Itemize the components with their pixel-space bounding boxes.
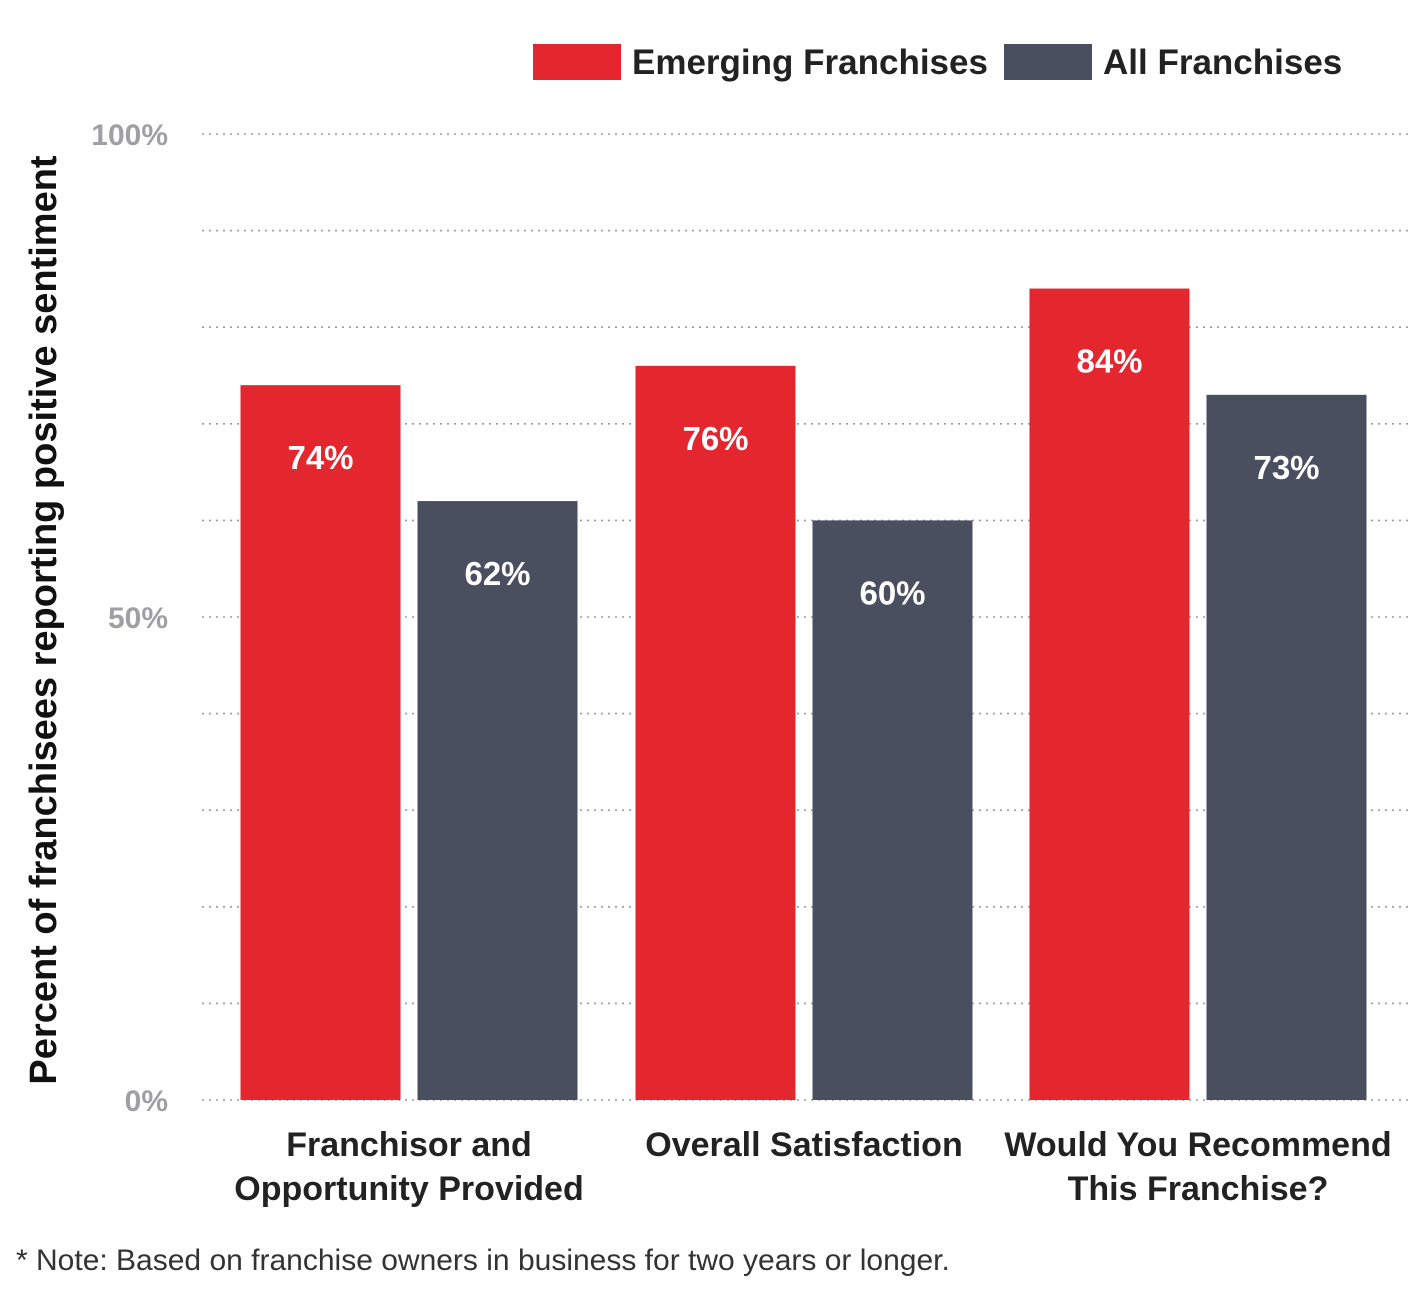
category-label: Overall Satisfaction xyxy=(645,1126,962,1164)
legend-label: Emerging Franchises xyxy=(632,43,988,82)
bar-emerging xyxy=(635,365,796,1101)
legend-label: All Franchises xyxy=(1103,43,1342,82)
footnote: * Note: Based on franchise owners in bus… xyxy=(16,1244,950,1277)
legend: Emerging Franchises All Franchises xyxy=(533,43,1342,82)
y-tick-label: 0% xyxy=(125,1085,168,1118)
bar-all xyxy=(417,501,578,1101)
bar-value-label: 76% xyxy=(682,420,748,457)
bar-all xyxy=(1206,394,1367,1100)
bar-value-label: 60% xyxy=(859,574,925,611)
bars xyxy=(240,288,1367,1101)
category-label: Franchisor and xyxy=(286,1126,532,1164)
y-tick-label: 50% xyxy=(108,602,168,635)
labels: 0% 50% 100% 74% 62% Franchisor and Opportunity… xyxy=(91,119,1391,1208)
bar-value-label: 74% xyxy=(287,439,353,476)
category-label: This Franchise? xyxy=(1068,1170,1329,1208)
category-label: Would You Recommend xyxy=(1004,1126,1391,1164)
bar-value-label: 84% xyxy=(1076,343,1142,380)
bar-emerging xyxy=(1029,288,1190,1100)
y-axis-title: Percent of franchisees reporting positiv… xyxy=(23,155,65,1084)
bar-all xyxy=(812,520,973,1100)
bar-value-label: 73% xyxy=(1253,449,1319,486)
bar-value-label: 62% xyxy=(464,555,530,592)
legend-swatch xyxy=(1004,44,1092,80)
y-tick-label: 100% xyxy=(91,119,168,152)
gridlines xyxy=(202,133,1408,1101)
bar-emerging xyxy=(240,385,401,1100)
legend-swatch xyxy=(533,44,621,80)
category-label: Opportunity Provided xyxy=(234,1170,583,1208)
